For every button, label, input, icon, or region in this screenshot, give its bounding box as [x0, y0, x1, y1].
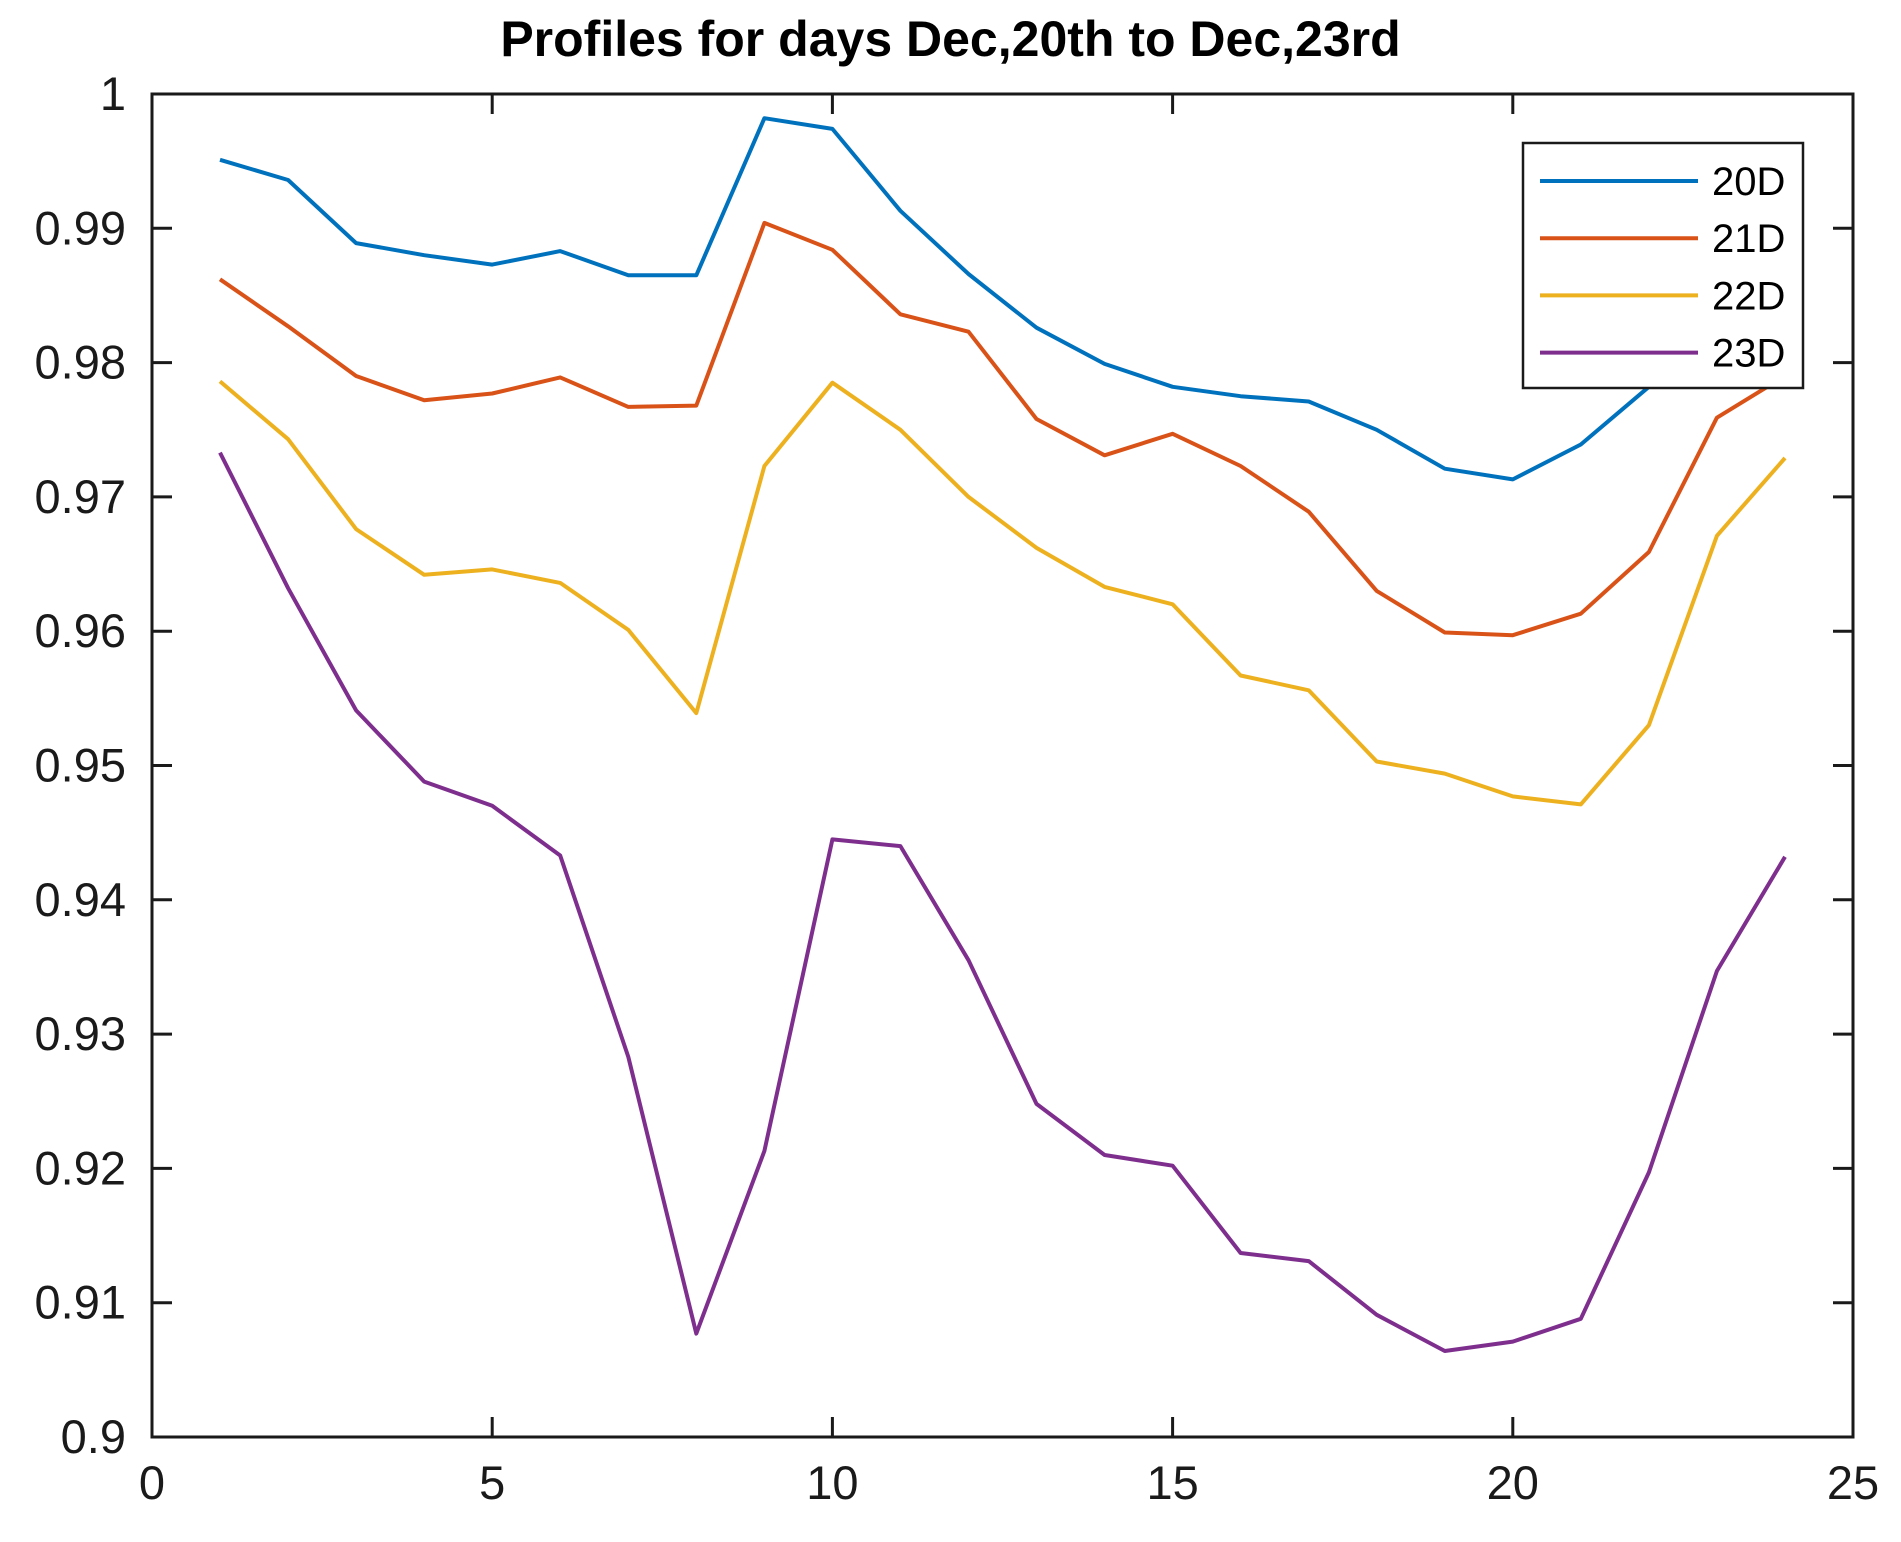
legend-box	[1521, 141, 1805, 390]
series-line-21D	[218, 220, 1787, 638]
legend-entry-label-21D: 21D	[1712, 217, 1785, 261]
x-tick-label-0: 0	[139, 1456, 165, 1509]
legend-entry-label-22D: 22D	[1712, 274, 1785, 318]
y-tick-label-0.92: 0.92	[35, 1141, 126, 1194]
y-tick-label-0.95: 0.95	[35, 739, 126, 792]
x-tick-label-15: 15	[1146, 1456, 1198, 1509]
y-tick-label-0.99: 0.99	[35, 201, 126, 254]
y-tick-label-0.98: 0.98	[35, 336, 126, 389]
y-tick-label-0.9: 0.9	[61, 1410, 126, 1463]
y-tick-label-1: 1	[100, 67, 126, 120]
x-tick-label-20: 20	[1487, 1456, 1539, 1509]
chart-title: Profiles for days Dec,20th to Dec,23rd	[500, 11, 1401, 67]
series-line-22D	[218, 379, 1787, 807]
x-tick-label-5: 5	[479, 1456, 505, 1509]
series-line-23D	[218, 451, 1787, 1353]
y-tick-label-0.96: 0.96	[35, 604, 126, 657]
y-tick-label-0.91: 0.91	[35, 1276, 126, 1329]
series-line-20D	[219, 116, 1787, 482]
legend-entry-label-20D: 20D	[1712, 160, 1785, 204]
y-tick-label-0.97: 0.97	[35, 470, 126, 523]
y-tick-label-0.93: 0.93	[35, 1007, 126, 1060]
legend-entry-label-23D: 23D	[1712, 332, 1785, 376]
x-tick-label-25: 25	[1827, 1456, 1879, 1509]
y-tick-label-0.94: 0.94	[35, 873, 126, 926]
x-tick-label-10: 10	[806, 1456, 858, 1509]
